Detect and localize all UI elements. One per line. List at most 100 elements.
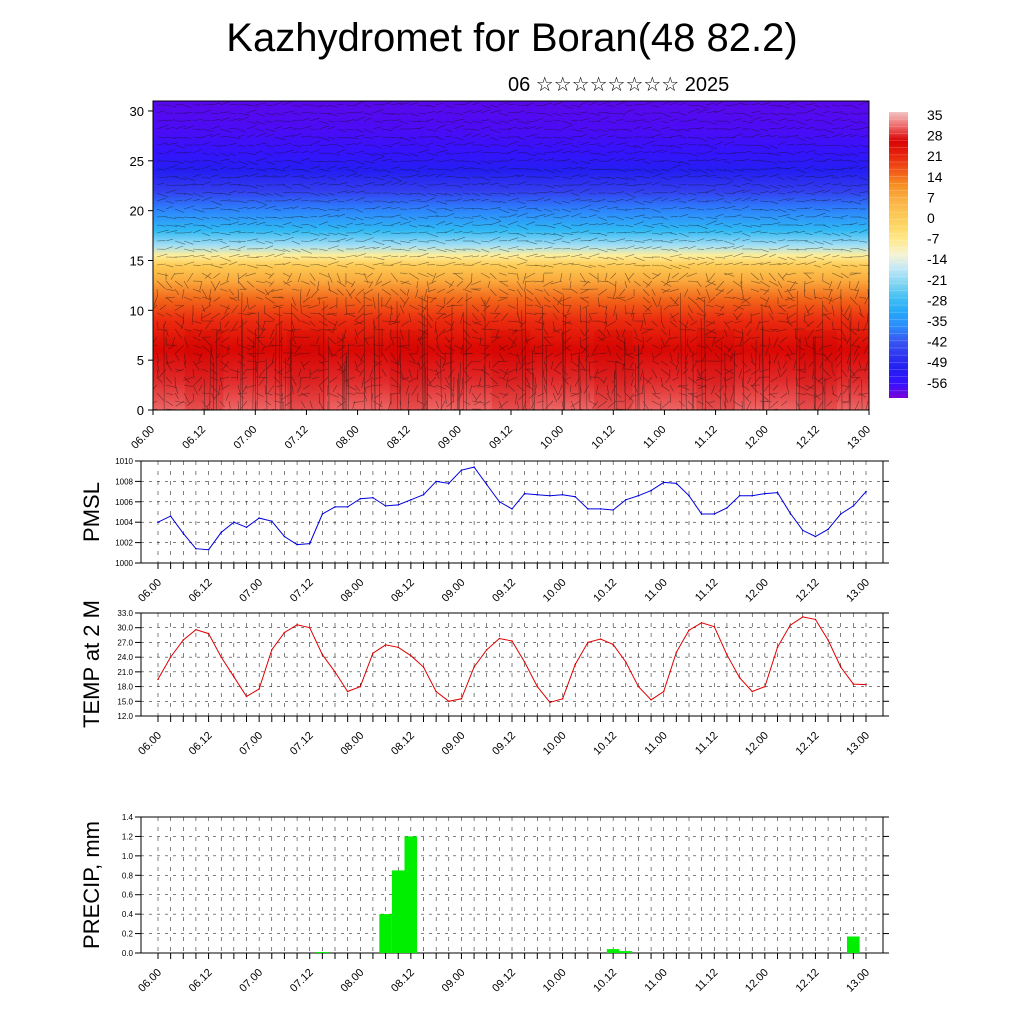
wind-barb <box>534 104 545 107</box>
temp-x-tick-label: 07.12 <box>288 730 316 758</box>
wind-barb <box>417 304 428 310</box>
wind-barb <box>615 238 626 242</box>
wind-barb <box>669 288 680 292</box>
wind-barb <box>444 120 456 123</box>
wind-barb <box>840 320 849 330</box>
wind-barb <box>732 160 744 162</box>
wind-barb <box>651 149 664 154</box>
wind-barb <box>849 104 860 109</box>
wind-barb <box>776 328 788 332</box>
heatmap-y-tick-label: 15 <box>130 253 144 268</box>
wind-barb <box>840 239 852 242</box>
wind-barb <box>696 224 708 230</box>
wind-streak <box>637 346 639 410</box>
wind-barb <box>651 368 658 379</box>
wind-barb <box>480 216 488 220</box>
wind-barb <box>162 320 167 329</box>
wind-barb <box>390 261 403 266</box>
wind-barb <box>552 191 562 194</box>
wind-barb <box>822 368 831 377</box>
wind-barb <box>867 104 869 106</box>
wind-barb <box>516 320 524 326</box>
wind-barb <box>795 136 806 142</box>
wind-barb <box>255 157 267 162</box>
wind-barb <box>550 360 554 370</box>
wind-barb <box>525 133 538 138</box>
pmsl-x-tick-label: 08.00 <box>338 577 366 605</box>
wind-barb <box>165 376 173 384</box>
wind-barb <box>363 336 374 340</box>
wind-barb <box>663 304 671 310</box>
wind-barb <box>597 144 606 148</box>
wind-barb <box>489 192 499 195</box>
wind-barb <box>570 237 581 242</box>
wind-barb <box>597 232 608 236</box>
wind-barb <box>246 328 257 336</box>
wind-barb <box>444 141 456 146</box>
wind-barb <box>732 231 742 234</box>
pmsl-x-tick-label: 10.12 <box>591 577 619 605</box>
wind-barb <box>489 104 499 108</box>
wind-barb <box>183 125 195 130</box>
wind-barb <box>741 392 750 402</box>
wind-barb <box>507 183 516 186</box>
wind-barb <box>849 207 859 210</box>
wind-barb <box>624 245 635 250</box>
wind-barb <box>345 119 356 122</box>
wind-barb <box>822 304 828 312</box>
wind-barb <box>804 136 813 140</box>
wind-barb <box>651 222 664 226</box>
wind-barb <box>399 152 410 156</box>
wind-barb <box>372 262 385 266</box>
wind-barb <box>277 368 284 374</box>
wind-barb <box>817 400 824 410</box>
wind-barb <box>813 190 825 194</box>
wind-barb <box>354 223 365 226</box>
wind-barb <box>363 136 373 139</box>
wind-barb <box>804 312 815 317</box>
wind-barb <box>858 392 866 398</box>
wind-barb <box>552 140 565 146</box>
wind-barb <box>417 328 429 335</box>
wind-barb <box>522 272 527 284</box>
wind-barb <box>480 208 489 210</box>
wind-streak <box>762 358 765 410</box>
wind-barb <box>213 272 221 279</box>
wind-barb <box>248 312 257 315</box>
heatmap-x-tick-label: 09.00 <box>436 424 464 452</box>
wind-barb <box>642 112 651 114</box>
wind-barb <box>750 128 760 132</box>
wind-barb <box>489 220 501 226</box>
wind-barb <box>557 392 563 400</box>
wind-barb <box>337 400 347 408</box>
temp-data-point <box>839 666 842 668</box>
wind-barb <box>597 199 606 202</box>
wind-streak <box>624 340 626 410</box>
wind-barb <box>831 111 843 114</box>
wind-barb <box>453 231 463 234</box>
wind-barb <box>732 214 742 218</box>
wind-barb <box>583 384 590 394</box>
wind-barb <box>678 240 688 242</box>
wind-barb <box>255 205 267 210</box>
wind-barb <box>444 256 455 259</box>
pmsl-x-tick-label: 12.00 <box>743 577 771 605</box>
wind-barb <box>354 116 366 122</box>
wind-barb <box>831 304 835 317</box>
temp-data-point <box>321 653 324 656</box>
wind-barb <box>741 288 744 298</box>
wind-barb <box>201 165 211 170</box>
wind-barb <box>192 198 200 202</box>
wind-barb <box>726 288 734 295</box>
wind-barb <box>695 296 707 300</box>
wind-barb <box>597 264 606 268</box>
wind-barb <box>302 360 311 367</box>
wind-barb <box>687 256 699 261</box>
wind-barb <box>633 150 643 154</box>
wind-barb <box>543 288 550 297</box>
wind-barb <box>307 304 320 309</box>
wind-barb <box>165 280 173 289</box>
wind-barb <box>237 144 245 147</box>
wind-barb <box>480 152 491 154</box>
wind-barb <box>569 280 572 289</box>
